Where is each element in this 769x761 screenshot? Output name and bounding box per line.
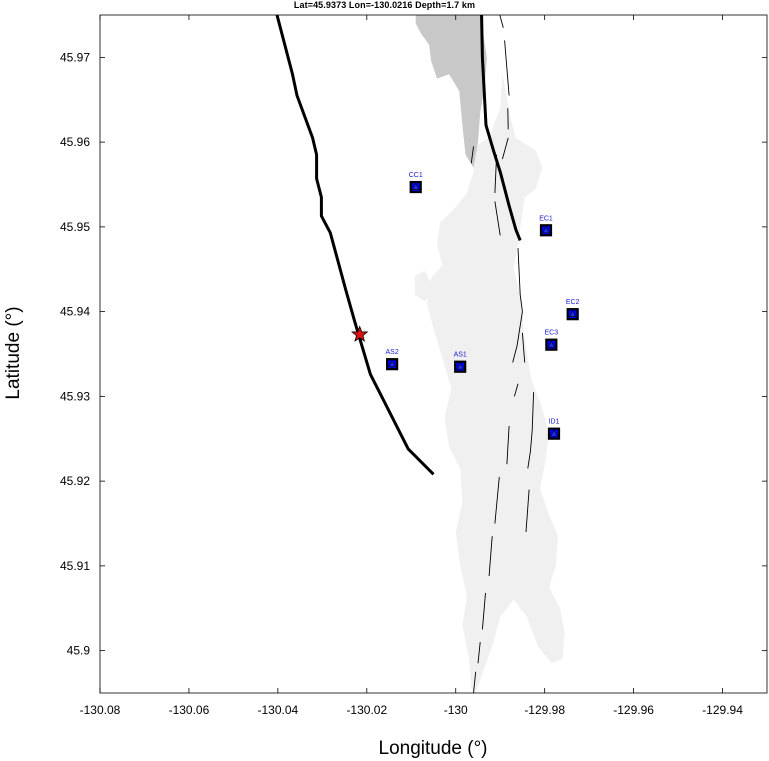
plot-frame — [99, 14, 768, 694]
caldera-fill-area — [415, 15, 487, 168]
fissure-line — [488, 536, 493, 577]
x-tick-label: -129.98 — [524, 703, 565, 717]
fissure-line — [473, 671, 477, 693]
y-tick-label: 45.93 — [60, 389, 90, 403]
fissure-line — [501, 137, 509, 160]
station-label: AS2 — [386, 349, 399, 356]
lava-flow-area — [426, 74, 565, 693]
fissure-line — [506, 425, 510, 465]
station-label: CC1 — [409, 172, 423, 179]
y-tick-label: 45.9 — [67, 644, 91, 658]
station-cc1: CC1 — [409, 172, 423, 194]
y-tick-label: 45.91 — [60, 559, 90, 573]
station-triangle-icon — [542, 226, 550, 234]
station-triangle-icon — [550, 429, 558, 437]
station-label: AS1 — [454, 352, 467, 359]
epicenter-star-icon — [351, 325, 369, 342]
station-triangle-icon — [547, 340, 556, 348]
station-label: EC3 — [545, 330, 559, 337]
fissure-line — [521, 332, 526, 363]
map-features: CC1 EC1 EC2 EC3 AS2 AS1 ID1 — [275, 15, 580, 693]
y-axis-label: Latitude (°) — [3, 306, 24, 399]
x-tick-label: -130.08 — [80, 703, 121, 717]
caldera-wall-line — [275, 15, 435, 476]
caldera-wall-line — [480, 15, 522, 241]
station-as2: AS2 — [386, 349, 399, 371]
fissure-line — [494, 201, 501, 236]
x-tick-label: -130.04 — [258, 703, 299, 717]
station-ec2: EC2 — [566, 299, 580, 321]
fissure-line — [512, 248, 523, 363]
fissure-line — [513, 383, 519, 397]
axes: -130.08 -130.06 -130.04 -130.02 -130 -129.98 -… — [60, 15, 767, 717]
y-tick-label: 45.97 — [60, 50, 90, 64]
station-triangle-icon — [388, 360, 396, 367]
fissure-line — [481, 592, 486, 630]
y-tick-label: 45.92 — [60, 474, 90, 488]
fissure-line — [470, 146, 474, 164]
fissure-line — [499, 15, 504, 28]
station-label: EC1 — [539, 215, 553, 222]
station-triangle-icon — [568, 310, 577, 317]
x-tick-label: -129.94 — [702, 703, 743, 717]
x-tick-label: -130 — [444, 703, 468, 717]
station-triangle-icon — [412, 182, 420, 190]
y-tick-label: 45.94 — [60, 305, 90, 319]
station-triangle-icon — [456, 362, 464, 370]
fissure-line — [527, 392, 535, 469]
fissure-line — [477, 642, 481, 664]
station-ec3: EC3 — [545, 330, 559, 351]
station-ec1: EC1 — [539, 215, 553, 237]
y-tick-label: 45.95 — [60, 220, 90, 234]
x-tick-label: -130.02 — [346, 703, 387, 717]
fissure-line — [504, 40, 510, 96]
station-label: EC2 — [566, 299, 580, 306]
y-tick-label: 45.96 — [60, 135, 90, 149]
x-tick-label: -129.96 — [613, 703, 654, 717]
station-label: ID1 — [549, 419, 560, 426]
station-as1: AS1 — [454, 352, 467, 373]
fissure-line — [525, 489, 530, 533]
x-tick-label: -130.06 — [169, 703, 210, 717]
fissure-line — [494, 476, 500, 524]
lava-flow-area — [414, 270, 434, 302]
x-axis-label: Longitude (°) — [379, 738, 488, 759]
station-id1: ID1 — [547, 419, 561, 440]
map-title: Lat=45.9373 Lon=-130.0216 Depth=1.7 km — [293, 0, 476, 10]
